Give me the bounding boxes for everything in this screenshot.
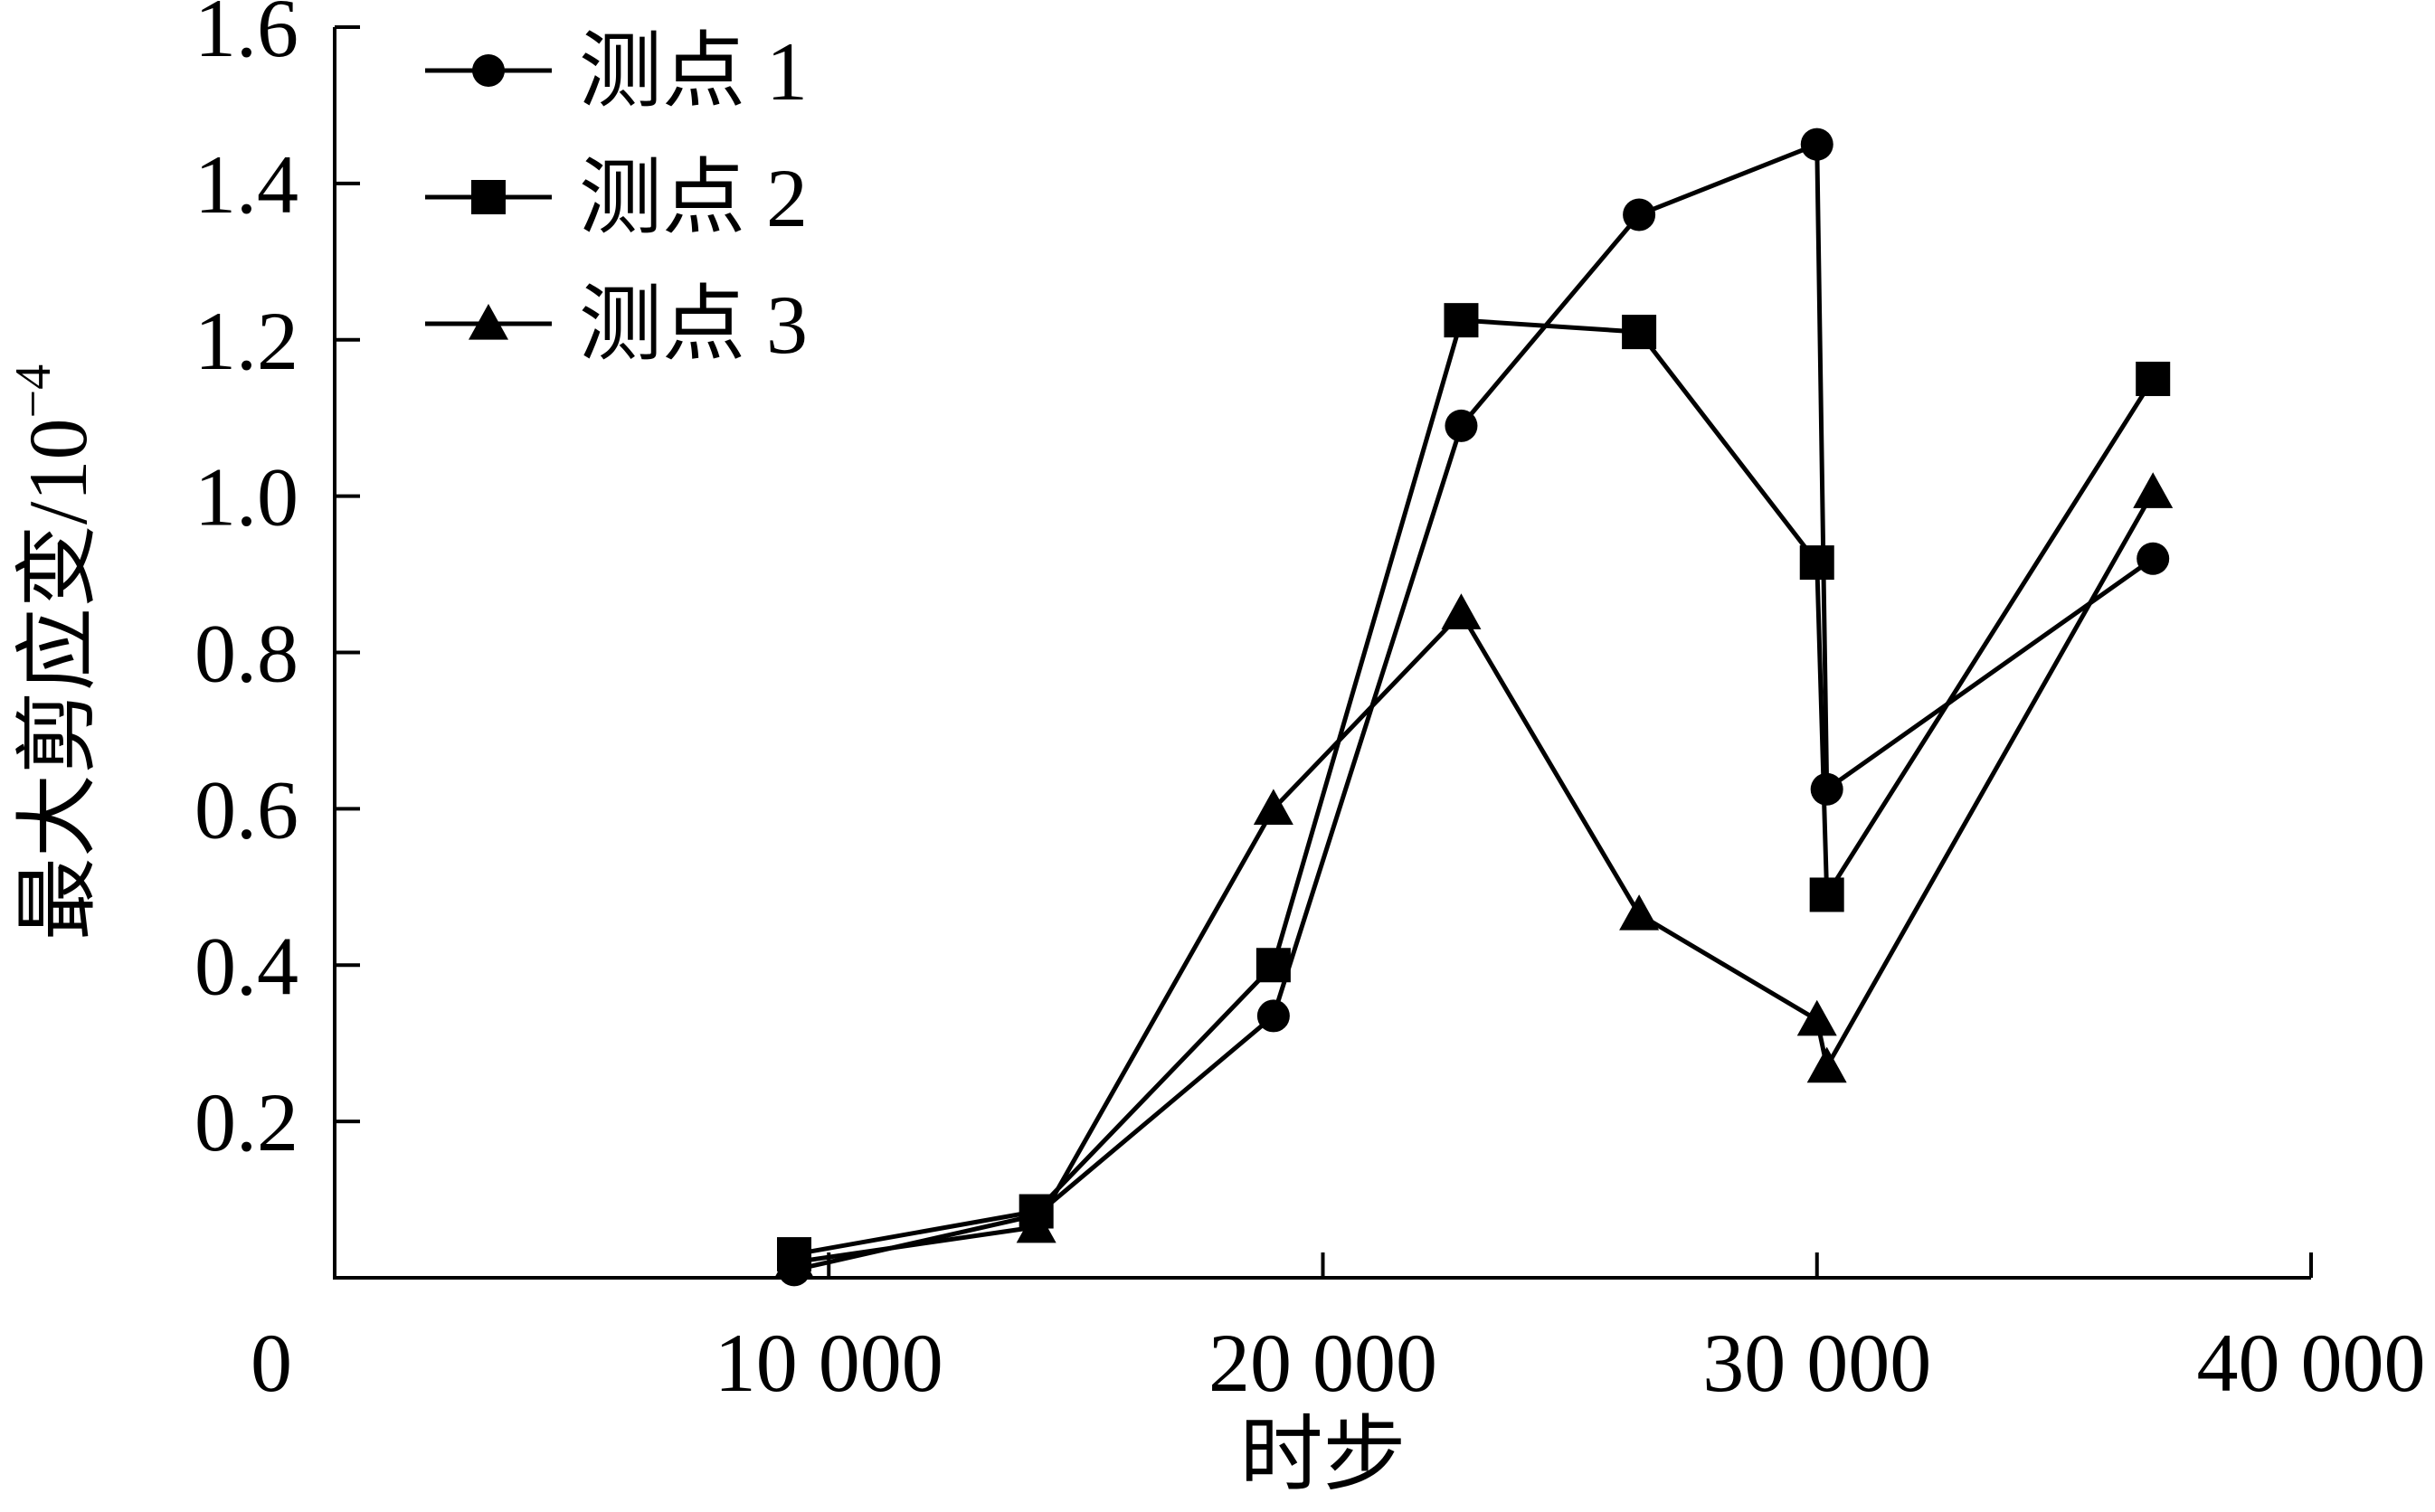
legend-marker: [469, 304, 508, 340]
y-tick-label: 1.2: [194, 295, 298, 387]
legend: 测点 1 测点 2 测点 3: [425, 25, 808, 371]
y-tick-label: 0.2: [194, 1076, 298, 1168]
x-tick-label: 10 000: [715, 1317, 943, 1409]
data-point: [1445, 409, 1478, 442]
legend-marker: [472, 54, 505, 87]
data-point: [1806, 1046, 1847, 1083]
data-point: [2137, 542, 2170, 575]
data-point: [1799, 545, 1834, 581]
legend-item: 测点 3: [425, 279, 808, 371]
series-line: [793, 491, 2155, 1265]
legend-item: 测点 1: [425, 25, 808, 118]
data-point: [1016, 1206, 1056, 1243]
legend-item: 测点 2: [425, 152, 808, 244]
series-line: [793, 142, 2155, 1272]
data-point: [2133, 472, 2174, 508]
legend-label: 测点 2: [579, 152, 808, 244]
y-tick-label: 1.0: [194, 451, 298, 543]
y-tick-label: 0.8: [194, 608, 298, 700]
series-layer: [774, 128, 2174, 1287]
data-point: [1255, 948, 1291, 983]
data-point: [2136, 361, 2171, 396]
legend-marker: [471, 180, 506, 214]
data-point: [1619, 894, 1660, 931]
data-point: [1441, 593, 1482, 629]
legend-label: 测点 1: [579, 25, 808, 118]
y-tick-label: 1.4: [194, 138, 298, 231]
y-axis-title-group: 最大剪应变/10−4: [5, 364, 104, 940]
series-line: [793, 317, 2155, 1257]
data-point: [1444, 303, 1479, 338]
x-tick-label: 0: [251, 1317, 292, 1409]
data-point: [774, 1242, 815, 1279]
y-axis-title: 最大剪应变/10−4: [5, 364, 104, 940]
y-tick-label: 0.6: [194, 763, 298, 855]
y-axis-title-text: 最大剪应变/10: [12, 419, 104, 941]
x-tick-label: 20 000: [1208, 1317, 1437, 1409]
data-point: [1809, 877, 1844, 912]
y-tick-label: 1.6: [194, 0, 298, 74]
x-tick-label: 40 000: [2197, 1317, 2426, 1409]
data-point: [1623, 198, 1656, 232]
x-tick-label: 30 000: [1702, 1317, 1931, 1409]
y-tick-label: 0.4: [194, 920, 298, 1012]
data-point: [1796, 999, 1837, 1036]
data-point: [1800, 128, 1833, 161]
data-point: [1253, 789, 1293, 825]
axes: 0.2 0.4 0.6 0.8 1.0 1.2 1.4 1.6 0 10 000 20 000 30 …: [194, 0, 2426, 1409]
data-point: [1810, 772, 1843, 806]
data-point: [1256, 999, 1290, 1033]
x-axis-title: 时步: [1239, 1409, 1406, 1501]
series-1: [778, 128, 2170, 1287]
y-axis-title-exponent: −4: [5, 364, 62, 419]
data-point: [1622, 315, 1657, 350]
series-2: [777, 303, 2171, 1272]
series-3: [774, 472, 2174, 1279]
legend-label: 测点 3: [579, 279, 808, 371]
